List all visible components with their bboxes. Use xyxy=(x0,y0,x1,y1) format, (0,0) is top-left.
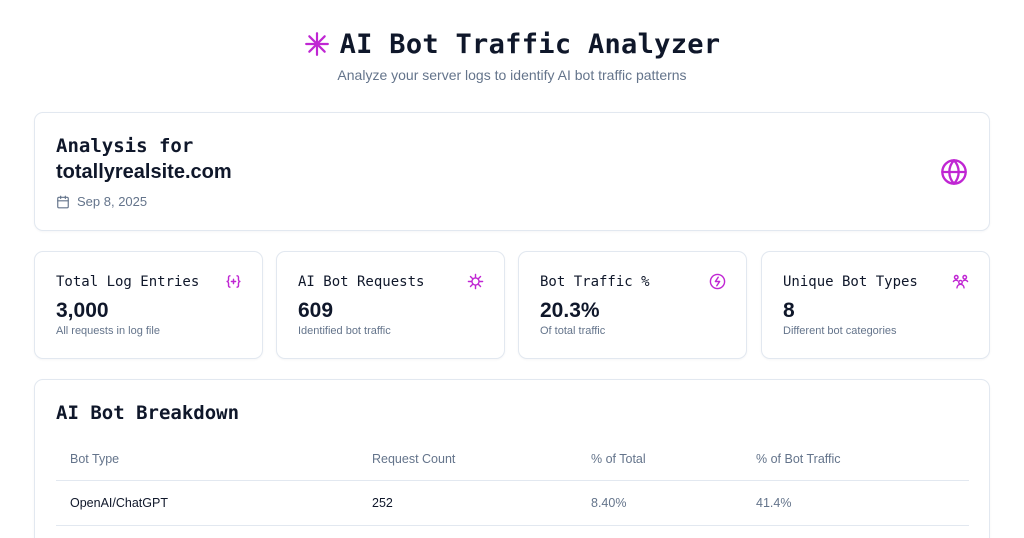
column-header-pct-total[interactable]: % of Total xyxy=(591,451,646,466)
cell-pct-bot: 41.4% xyxy=(756,496,792,510)
analysis-card: Analysis for totallyrealsite.com Sep 8, … xyxy=(34,112,990,231)
stat-card-total-log-entries: Total Log Entries 3,000 All requests in … xyxy=(34,251,263,359)
stat-value: 3,000 xyxy=(56,299,109,322)
stat-card-ai-bot-requests: AI Bot Requests 609 Identified bot traff… xyxy=(276,251,505,359)
column-header-pct-bot[interactable]: % of Bot Traffic xyxy=(756,451,841,466)
globe-icon xyxy=(941,159,967,185)
stat-title: Unique Bot Types xyxy=(783,274,918,290)
stat-card-bot-traffic-pct: Bot Traffic % 20.3% Of total traffic xyxy=(518,251,747,359)
cell-request-count: 252 xyxy=(372,496,393,510)
calendar-icon xyxy=(57,195,69,208)
zap-circle-icon xyxy=(709,273,726,290)
column-header-bot-type[interactable]: Bot Type xyxy=(70,451,120,466)
stat-value: 20.3% xyxy=(540,299,600,322)
table-row: OpenAI/ChatGPT 252 8.40% 41.4% xyxy=(56,481,969,526)
stat-title: AI Bot Requests xyxy=(298,274,425,290)
stat-desc: Of total traffic xyxy=(540,325,606,337)
stat-title: Total Log Entries xyxy=(56,274,200,290)
bug-icon xyxy=(467,273,484,290)
page-header: AI Bot Traffic Analyzer Analyze your ser… xyxy=(0,24,1024,83)
breakdown-card: AI Bot Breakdown Bot Type Request Count … xyxy=(34,379,990,538)
analysis-label: Analysis for xyxy=(56,135,194,157)
breakdown-title: AI Bot Breakdown xyxy=(56,402,240,424)
asterisk-icon xyxy=(304,32,329,56)
braces-plus-icon xyxy=(226,275,241,288)
stat-title: Bot Traffic % xyxy=(540,274,650,290)
analysis-date-text: Sep 8, 2025 xyxy=(77,194,148,209)
column-header-request-count[interactable]: Request Count xyxy=(372,451,456,466)
cell-pct-total: 8.40% xyxy=(591,496,627,510)
breakdown-table: Bot Type Request Count % of Total % of B… xyxy=(56,437,969,526)
stat-desc: All requests in log file xyxy=(56,325,160,337)
stat-value: 8 xyxy=(783,299,795,322)
page-subtitle: Analyze your server logs to identify AI … xyxy=(337,67,687,83)
page-title: AI Bot Traffic Analyzer xyxy=(339,28,721,60)
stat-desc: Different bot categories xyxy=(783,325,897,337)
stat-desc: Identified bot traffic xyxy=(298,325,391,337)
users-icon xyxy=(952,274,969,289)
table-header-row: Bot Type Request Count % of Total % of B… xyxy=(56,437,969,481)
cell-bot-type: OpenAI/ChatGPT xyxy=(70,496,168,510)
stat-value: 609 xyxy=(298,299,334,322)
stat-card-unique-bot-types: Unique Bot Types 8 Different bot categor… xyxy=(761,251,990,359)
analysis-date: Sep 8, 2025 xyxy=(56,194,147,209)
analysis-domain: totallyrealsite.com xyxy=(56,161,232,183)
